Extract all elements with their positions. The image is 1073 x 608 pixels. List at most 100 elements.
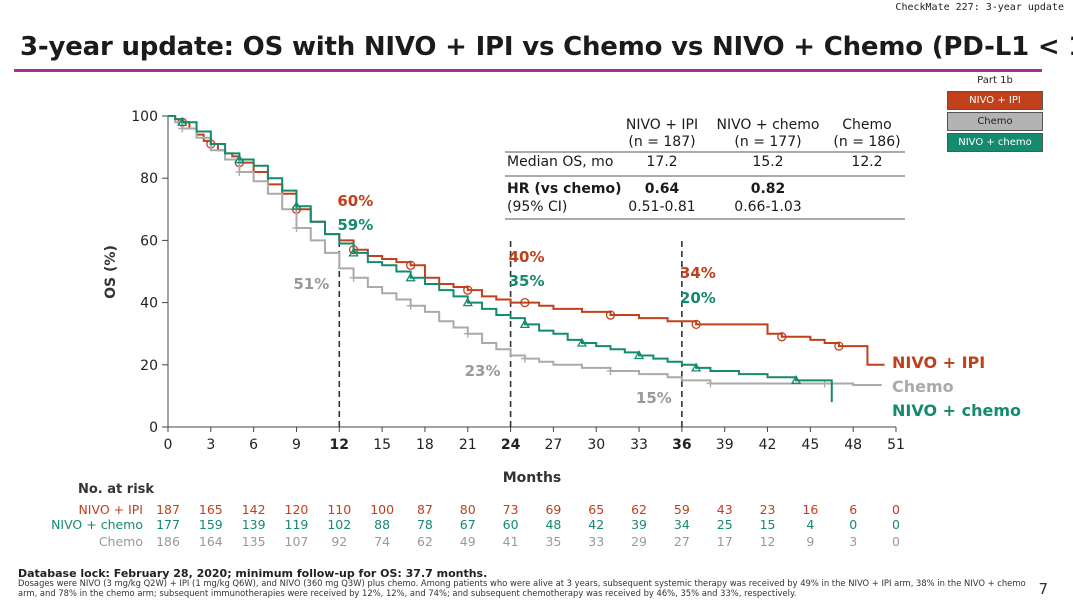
page-number: 7	[1038, 580, 1048, 598]
series-line-1	[168, 115, 882, 387]
at-risk-value: 0	[892, 517, 900, 532]
landmark-annotation: 34%	[680, 264, 716, 282]
at-risk-value: 100	[370, 502, 394, 517]
x-tick-label: 0	[164, 437, 173, 453]
censor-mark	[349, 273, 358, 282]
stats-col-header: Chemo	[842, 117, 891, 133]
x-tick-label: 45	[801, 437, 819, 453]
at-risk-value: 186	[156, 534, 180, 549]
at-risk-value: 41	[503, 534, 519, 549]
at-risk-value: 135	[242, 534, 266, 549]
at-risk-value: 3	[849, 534, 857, 549]
at-risk-value: 42	[588, 517, 604, 532]
at-risk-value: 120	[285, 502, 309, 517]
y-tick-label: 0	[149, 420, 158, 436]
legend-item-nivo-chemo: NIVO + chemo	[947, 133, 1043, 152]
at-risk-value: 0	[849, 517, 857, 532]
at-risk-value: 25	[717, 517, 733, 532]
at-risk-row-label: NIVO + chemo	[51, 517, 143, 532]
x-tick-label: 33	[630, 437, 648, 453]
x-tick-label: 51	[887, 437, 905, 453]
stats-median-value: 15.2	[752, 154, 783, 170]
series-end-label: Chemo	[892, 377, 954, 396]
at-risk-value: 49	[460, 534, 476, 549]
at-risk-value: 87	[417, 502, 433, 517]
database-lock-note: Database lock: February 28, 2020; minimu…	[18, 567, 488, 580]
censor-mark	[234, 154, 245, 164]
censor-mark	[520, 297, 530, 308]
at-risk-row-label: NIVO + IPI	[78, 502, 143, 517]
x-tick-label: 39	[716, 437, 734, 453]
x-tick-label: 36	[672, 437, 691, 453]
censor-mark	[834, 341, 844, 351]
x-tick-label: 21	[459, 437, 477, 453]
y-tick-label: 20	[140, 358, 158, 374]
censor-mark	[605, 310, 616, 320]
at-risk-value: 62	[417, 534, 433, 549]
x-axis-label: Months	[503, 470, 562, 486]
censor-mark	[405, 272, 416, 282]
at-risk-value: 159	[199, 517, 223, 532]
censor-mark	[520, 354, 529, 363]
at-risk-value: 139	[242, 517, 266, 532]
stats-col-n: (n = 177)	[734, 134, 801, 150]
y-tick-label: 80	[140, 171, 158, 187]
at-risk-value: 6	[849, 502, 857, 517]
at-risk-value: 164	[199, 534, 223, 549]
censor-mark	[576, 337, 588, 347]
at-risk-row-label: Chemo	[99, 534, 143, 549]
at-risk-value: 110	[327, 502, 351, 517]
stats-median-label: Median OS, mo	[507, 154, 613, 170]
censor-mark	[406, 301, 415, 310]
at-risk-value: 43	[717, 502, 733, 517]
y-axis-label: OS (%)	[103, 245, 119, 299]
at-risk-value: 119	[285, 517, 309, 532]
at-risk-value: 92	[331, 534, 347, 549]
at-risk-value: 65	[588, 502, 604, 517]
stats-col-n: (n = 186)	[833, 134, 900, 150]
landmark-annotation: 20%	[680, 289, 716, 307]
censor-mark	[406, 260, 416, 270]
at-risk-value: 23	[760, 502, 776, 517]
x-tick-label: 6	[249, 437, 258, 453]
at-risk-value: 59	[674, 502, 690, 517]
censor-mark	[235, 167, 244, 176]
title-divider	[14, 69, 1042, 72]
x-tick-label: 27	[544, 437, 562, 453]
at-risk-value: 67	[460, 517, 476, 532]
x-tick-label: 30	[587, 437, 605, 453]
landmark-annotation: 15%	[636, 389, 672, 407]
x-tick-label: 12	[330, 437, 349, 453]
censor-mark	[292, 223, 301, 232]
landmark-annotation: 23%	[465, 362, 501, 380]
landmark-annotation: 59%	[337, 216, 373, 234]
at-risk-value: 16	[802, 502, 818, 517]
series-end-label: NIVO + IPI	[892, 353, 985, 372]
at-risk-value: 102	[327, 517, 351, 532]
series-line-2	[168, 115, 833, 403]
censor-mark	[519, 319, 530, 329]
at-risk-value: 33	[588, 534, 604, 549]
stats-median-value: 17.2	[646, 154, 677, 170]
landmark-annotation: 60%	[337, 192, 373, 210]
stats-col-header: NIVO + IPI	[626, 117, 698, 133]
at-risk-value: 35	[545, 534, 561, 549]
x-tick-label: 24	[501, 437, 521, 453]
at-risk-value: 9	[806, 534, 814, 549]
landmark-annotation: 40%	[509, 248, 545, 266]
censor-mark	[633, 350, 645, 360]
at-risk-value: 60	[503, 517, 519, 532]
censor-mark	[606, 367, 615, 376]
legend: Part 1b NIVO + IPI Chemo NIVO + chemo	[947, 73, 1043, 152]
stats-col-header: NIVO + chemo	[717, 117, 820, 133]
stats-hr-label: HR (vs chemo)	[507, 181, 621, 197]
censor-mark	[462, 297, 473, 307]
at-risk-header: No. at risk	[78, 482, 154, 497]
y-tick-label: 40	[140, 296, 158, 312]
censor-mark	[706, 379, 715, 388]
deck-label: CheckMate 227: 3-year update	[895, 2, 1064, 13]
at-risk-value: 88	[374, 517, 390, 532]
stats-hr-value: 0.64	[645, 181, 680, 197]
stats-ci-value: 0.66-1.03	[734, 199, 801, 215]
